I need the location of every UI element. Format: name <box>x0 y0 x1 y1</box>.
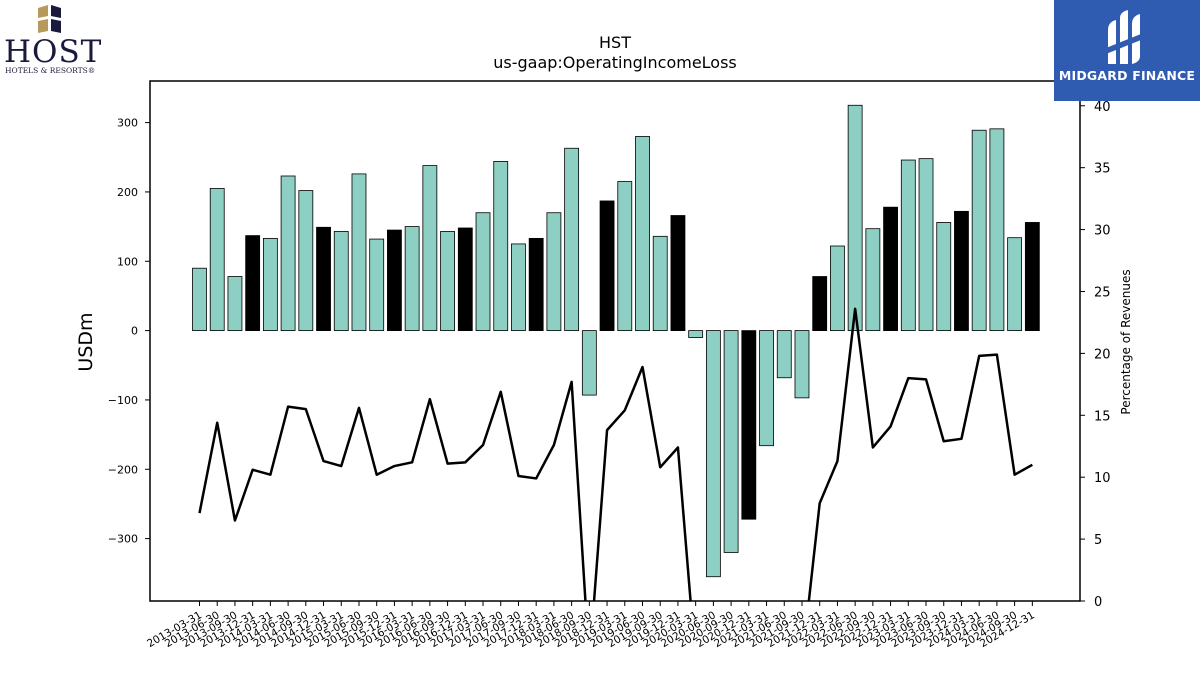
y-tick-label: 0 <box>131 325 138 338</box>
bar-2013-12-31 <box>245 235 261 331</box>
host-emblem-icon <box>38 5 61 33</box>
bar-2017-03-31 <box>475 212 491 331</box>
bar-2014-06-30 <box>280 175 296 332</box>
bar-2022-06-30 <box>847 104 863 331</box>
plot-frame <box>149 80 1081 602</box>
y2-axis-label: Percentage of Revenues <box>1119 269 1133 414</box>
bar-2014-12-31 <box>316 226 331 331</box>
bar-2023-06-30 <box>918 158 934 331</box>
bar-2015-12-31 <box>387 229 402 332</box>
bar-2014-09-30 <box>298 190 314 332</box>
y2-tick-label: 30 <box>1094 224 1111 239</box>
midgard-emblem-icon <box>1106 10 1146 64</box>
bar-2020-03-31 <box>688 330 704 338</box>
right-axis: 0 5 10 15 20 25 30 35 40 <box>1080 100 1111 610</box>
x-axis: 2013-03-312013-06-302013-09-302013-12-31… <box>145 601 1037 650</box>
y-tick-label: −200 <box>108 463 138 476</box>
bar-2022-12-31 <box>883 206 898 332</box>
bar-2016-03-31 <box>404 226 420 332</box>
bar-2019-09-30 <box>652 235 668 331</box>
bar-2020-09-30 <box>723 330 739 553</box>
chart-subtitle: us-gaap:OperatingIncomeLoss <box>493 53 737 72</box>
midgard-wordmark: MIDGARD FINANCE <box>1058 68 1196 83</box>
bar-2015-03-31 <box>333 231 349 331</box>
host-logo: HOST HOTELS & RESORTS® <box>4 4 104 75</box>
bar-2024-12-31 <box>1024 222 1040 332</box>
y2-tick-label: 5 <box>1094 533 1102 548</box>
chart-title: HST <box>599 33 631 52</box>
bar-2014-03-31 <box>262 237 278 331</box>
left-axis: −300 −200 −100 0 100 200 300 <box>108 117 150 546</box>
bar-2016-12-31 <box>457 227 473 332</box>
y-tick-label: −300 <box>108 533 138 546</box>
bar-2018-03-31 <box>546 212 562 331</box>
y2-tick-label: 0 <box>1094 595 1102 610</box>
bar-2023-03-31 <box>900 159 916 331</box>
bar-2017-09-30 <box>511 243 526 331</box>
bar-2023-09-30 <box>936 222 952 332</box>
bar-2022-03-31 <box>830 245 845 331</box>
bar-2019-12-31 <box>670 215 686 331</box>
y2-tick-label: 15 <box>1094 409 1111 424</box>
bar-2019-03-31 <box>617 181 633 332</box>
bar-2022-09-30 <box>865 228 881 331</box>
line-group <box>198 307 1033 601</box>
bar-2013-03-31 <box>192 267 207 332</box>
bar-2016-06-30 <box>422 165 438 331</box>
bar-2015-06-30 <box>351 173 367 332</box>
bar-2019-06-30 <box>635 136 650 332</box>
y2-tick-label: 10 <box>1094 471 1111 486</box>
bar-2024-09-30 <box>1007 237 1023 332</box>
y-tick-label: 100 <box>117 255 138 268</box>
bar-2017-06-30 <box>493 161 509 331</box>
y2-tick-label: 20 <box>1094 347 1111 362</box>
bar-2024-03-31 <box>971 129 987 331</box>
y-axis-label: USDm <box>75 312 97 371</box>
bar-2021-09-30 <box>794 330 810 399</box>
y2-tick-label: 35 <box>1094 162 1111 177</box>
pct-revenue-line <box>198 307 1033 601</box>
y-tick-label: 200 <box>117 186 138 199</box>
bar-2020-12-31 <box>741 330 757 520</box>
y2-tick-label: 25 <box>1094 285 1111 300</box>
y-tick-label: −100 <box>108 394 138 407</box>
bar-2013-06-30 <box>209 188 225 332</box>
host-wordmark: HOST <box>4 34 103 70</box>
bar-2021-12-31 <box>812 276 828 331</box>
bar-2021-06-30 <box>776 330 792 379</box>
midgard-logo: MIDGARD FINANCE <box>1054 0 1200 101</box>
y-tick-label: 300 <box>117 117 138 130</box>
bar-2018-12-31 <box>599 200 615 331</box>
host-tagline: HOTELS & RESORTS® <box>5 66 96 75</box>
bar-2020-06-30 <box>705 330 721 578</box>
bar-2015-09-30 <box>369 238 385 331</box>
bar-2017-12-31 <box>528 237 544 331</box>
bar-2024-06-30 <box>989 128 1005 331</box>
bar-2016-09-30 <box>440 231 455 331</box>
bar-2013-09-30 <box>227 276 243 331</box>
bar-2023-12-31 <box>954 210 969 332</box>
bar-2018-06-30 <box>564 147 580 332</box>
y2-tick-label: 40 <box>1094 100 1111 115</box>
bar-2021-03-31 <box>759 330 774 447</box>
bar-2018-09-30 <box>581 330 597 396</box>
bars-group <box>192 104 1040 578</box>
